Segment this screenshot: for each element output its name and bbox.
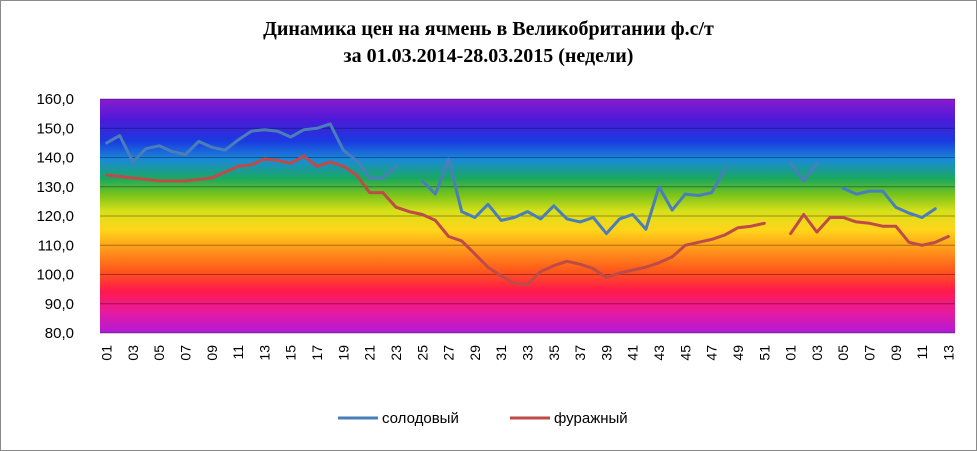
x-tick-label: 05 bbox=[835, 345, 851, 361]
series-line-2 bbox=[105, 154, 950, 287]
x-tick-label: 09 bbox=[204, 345, 220, 361]
x-tick-label: 03 bbox=[809, 345, 825, 361]
chart-title-line1: Динамика цен на ячмень в Великобритании … bbox=[263, 18, 714, 40]
x-tick-label: 23 bbox=[388, 345, 404, 361]
x-tick-label: 01 bbox=[783, 345, 799, 361]
x-tick-label: 41 bbox=[625, 345, 641, 361]
x-tick-label: 11 bbox=[230, 345, 246, 360]
legend-label: фуражный bbox=[554, 410, 628, 427]
x-tick-label: 15 bbox=[283, 345, 299, 361]
series-lines bbox=[105, 122, 950, 287]
y-tick-label: 100,0 bbox=[36, 267, 74, 284]
x-tick-label: 35 bbox=[546, 345, 562, 361]
x-tick-label: 37 bbox=[572, 345, 588, 361]
y-tick-label: 90,0 bbox=[45, 296, 74, 313]
x-tick-label: 25 bbox=[414, 345, 430, 361]
chart-title: Динамика цен на ячмень в Великобритании … bbox=[0, 16, 977, 70]
legend-label: солодовый bbox=[382, 410, 459, 427]
x-tick-label: 09 bbox=[888, 345, 904, 361]
x-tick-label: 13 bbox=[256, 345, 272, 361]
y-tick-label: 80,0 bbox=[45, 325, 74, 342]
gridlines bbox=[100, 98, 955, 334]
y-tick-label: 110,0 bbox=[38, 237, 74, 254]
y-tick-label: 130,0 bbox=[36, 179, 74, 196]
x-tick-label: 17 bbox=[309, 345, 325, 361]
y-tick-label: 140,0 bbox=[36, 150, 74, 167]
x-tick-label: 29 bbox=[467, 345, 483, 361]
y-tick-label: 120,0 bbox=[36, 208, 74, 225]
x-tick-label: 05 bbox=[151, 345, 167, 361]
x-tick-label: 19 bbox=[335, 345, 351, 361]
x-tick-label: 27 bbox=[441, 345, 457, 361]
x-tick-label: 47 bbox=[704, 345, 720, 361]
x-tick-label: 39 bbox=[598, 345, 614, 361]
x-tick-label: 21 bbox=[362, 345, 378, 361]
x-tick-label: 07 bbox=[178, 345, 194, 361]
x-tick-label: 31 bbox=[493, 345, 509, 361]
x-tick-label: 13 bbox=[940, 345, 956, 361]
y-tick-label: 150,0 bbox=[36, 120, 74, 137]
x-tick-label: 51 bbox=[756, 345, 772, 361]
y-tick-label: 160,0 bbox=[36, 91, 74, 108]
x-tick-label: 07 bbox=[862, 345, 878, 361]
chart-subtitle: за 01.03.2014-28.03.2015 (недели) bbox=[343, 45, 634, 67]
x-tick-label: 43 bbox=[651, 345, 667, 361]
x-tick-label: 49 bbox=[730, 345, 746, 361]
x-tick-label: 33 bbox=[520, 345, 536, 361]
x-tick-label: 11 bbox=[914, 345, 930, 360]
x-axis: 01 03 05 07 09 11 13 15 17 19 21 23 25 27 29 31 33 35 37 39… bbox=[99, 345, 957, 361]
legend: солодовый фуражный bbox=[338, 410, 628, 427]
y-axis: 160,0 150,0 140,0 130,0 120,0 110,0 100,0 90,0 8… bbox=[36, 91, 74, 342]
x-tick-label: 03 bbox=[125, 345, 141, 361]
series-line-1 bbox=[105, 122, 937, 236]
x-tick-label: 01 bbox=[99, 345, 115, 361]
x-tick-label: 45 bbox=[677, 345, 693, 361]
